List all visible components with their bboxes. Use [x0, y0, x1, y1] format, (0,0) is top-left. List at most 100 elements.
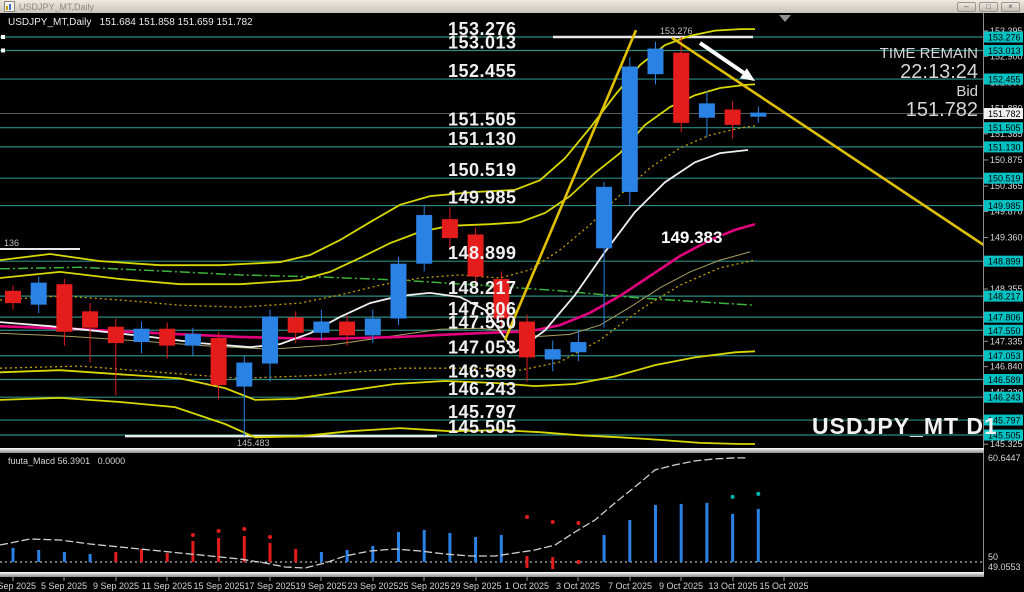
scale-tick-label: 152.900 [990, 51, 1023, 61]
price-level-label: 147.806 [448, 299, 517, 319]
level-price-badge [984, 31, 1023, 43]
trendline [503, 29, 638, 341]
macd-bar [551, 556, 555, 570]
ma-white-line [0, 149, 749, 354]
candle-body [236, 362, 253, 387]
candle-body [133, 328, 150, 343]
price-level-label: 152.455 [448, 61, 517, 81]
macd-red-dot [190, 532, 195, 537]
level-price-badge [984, 414, 1023, 426]
level-price-badge [984, 429, 1023, 441]
macd-bar [731, 513, 735, 562]
macd-bar [88, 553, 92, 562]
restore-button[interactable]: □ [979, 1, 998, 12]
macd-bar [397, 531, 400, 562]
macd-bar [448, 532, 452, 562]
candle-body [441, 219, 458, 239]
candle-body [698, 103, 715, 118]
candle-body [339, 321, 356, 336]
macd-bar [37, 549, 41, 562]
level-price-badge [984, 73, 1023, 85]
time-remain-value: 22:13:24 [900, 61, 978, 83]
scale-tick-label: 151.385 [990, 129, 1023, 139]
time-tick-label: 3 Sep 2025 [0, 581, 36, 591]
time-tick-label: 15 Oct 2025 [759, 581, 808, 591]
macd-bar [679, 503, 683, 562]
macd-bar [345, 549, 349, 562]
level-price-badge [984, 255, 1023, 267]
candle-body [287, 317, 304, 333]
arrow-head [740, 68, 755, 81]
pane-separator-top[interactable] [0, 448, 984, 453]
scale-tick-label: 148.355 [990, 284, 1023, 294]
price-level-label: 148.217 [448, 278, 517, 298]
time-tick-label: 23 Sep 2025 [347, 581, 398, 591]
sub-indicator-label: fuuta_Macd 56.3901 0.0000 [8, 456, 126, 466]
candle-body [82, 311, 99, 328]
app-icon [4, 1, 15, 12]
price-scale[interactable] [984, 13, 1024, 572]
candle-body [210, 337, 227, 386]
candle-body [364, 318, 381, 336]
window-title-bar[interactable]: USDJPY_MT,Daily – □ × [0, 0, 1024, 13]
level-price-badge-text: 147.550 [988, 326, 1021, 336]
macd-scale-bottom: 49.0553 [988, 562, 1021, 572]
level-price-badge-text: 151.505 [988, 123, 1021, 133]
time-tick-label: 13 Oct 2025 [708, 581, 757, 591]
macd-bar [11, 547, 15, 562]
band-outer-upper [0, 28, 755, 267]
candle-body [416, 215, 433, 264]
price-level-label: 150.519 [448, 160, 517, 180]
level-price-badge-text: 147.053 [988, 351, 1021, 361]
time-tick-label: 15 Sep 2025 [193, 581, 244, 591]
close-button[interactable]: × [1001, 1, 1020, 12]
hline-label: 136 [4, 238, 19, 248]
candle-body [519, 321, 535, 358]
level-price-badge-text: 147.806 [988, 313, 1021, 323]
macd-signal-line [0, 457, 748, 569]
macd-teal-dot [756, 491, 761, 496]
candle-body [673, 52, 690, 123]
candle-body [570, 342, 587, 353]
level-price-badge [984, 324, 1023, 336]
bid-value: 151.782 [905, 99, 978, 121]
candle-body [56, 284, 73, 332]
level-price-badge-text: 148.217 [988, 292, 1021, 302]
price-annotation: 149.383 [661, 228, 723, 247]
minimize-button[interactable]: – [957, 1, 976, 12]
level-price-badge [984, 141, 1023, 153]
time-tick-label: 29 Sep 2025 [450, 581, 501, 591]
macd-bar [62, 551, 66, 562]
candle-body [159, 328, 176, 346]
price-level-label: 151.505 [448, 110, 517, 130]
candle-body [647, 48, 664, 75]
time-scale[interactable] [0, 577, 984, 592]
bid-price-badge [984, 108, 1023, 120]
pane-separator-bottom[interactable] [0, 572, 984, 577]
price-level-label: 153.276 [448, 19, 517, 39]
time-tick-label: 1 Oct 2025 [505, 581, 549, 591]
candle-body [621, 66, 638, 192]
chart-watermark: USDJPY_MT D1 [812, 413, 998, 439]
dotted-envelope-upper [0, 125, 756, 308]
level-price-badge [984, 350, 1023, 362]
chart-shift-marker [779, 15, 791, 22]
macd-red-dot [576, 520, 581, 525]
band-outer-lower [0, 396, 755, 445]
arrow-line [698, 41, 746, 75]
price-level-label: 145.797 [448, 402, 517, 422]
scale-tick-label: 147.335 [990, 336, 1023, 346]
macd-teal-dot [730, 494, 735, 499]
price-level-label: 151.130 [448, 129, 517, 149]
candle-body [544, 349, 561, 360]
scale-tick-label: 150.875 [990, 155, 1023, 165]
price-level-label: 147.550 [448, 312, 517, 332]
price-level-label: 149.985 [448, 188, 517, 208]
level-price-badge-text: 146.243 [988, 393, 1021, 403]
macd-red-dot [550, 519, 555, 524]
hline-label: 153.276 [660, 26, 693, 36]
candle-body [5, 290, 21, 304]
macd-bar [628, 519, 632, 562]
